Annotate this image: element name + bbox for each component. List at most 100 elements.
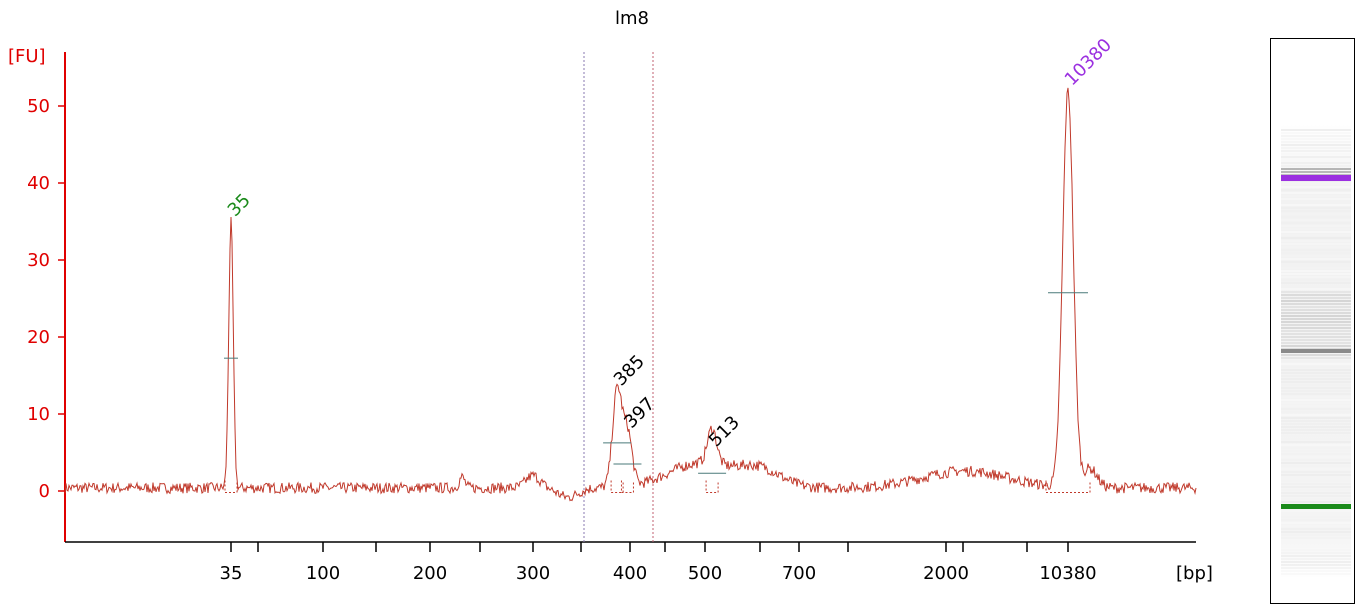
gel-background-band — [1281, 198, 1351, 200]
gel-background-band — [1281, 141, 1351, 143]
peak-integration-window — [610, 480, 624, 494]
y-tick-label: 10 — [27, 404, 50, 425]
gel-background-band — [1281, 567, 1351, 569]
gel-background-band — [1281, 171, 1351, 173]
gel-background-band — [1281, 255, 1351, 257]
gel-background-band — [1281, 315, 1351, 317]
gel-background-band — [1281, 564, 1351, 566]
gel-image — [1270, 38, 1355, 604]
gel-background-band — [1281, 555, 1351, 557]
gel-background-band — [1281, 225, 1351, 227]
x-tick-label: 10380 — [1039, 563, 1096, 584]
electropherogram-chart: lm8 [FU] [bp] 0 10 20 30 40 50 35 100 200 300 400… — [8, 8, 1213, 584]
gel-background-band — [1281, 252, 1351, 254]
gel-background-band — [1281, 210, 1351, 212]
gel-background-band — [1281, 480, 1351, 482]
gel-background-band — [1281, 345, 1351, 347]
gel-background-band — [1281, 360, 1351, 362]
gel-background-band — [1281, 522, 1351, 524]
gel-background-band — [1281, 456, 1351, 458]
peak-label: 397 — [620, 393, 659, 432]
y-axis-label: [FU] — [8, 46, 46, 67]
gel-background-band — [1281, 276, 1351, 278]
gel-background-band — [1281, 387, 1351, 389]
gel-background-band — [1281, 537, 1351, 539]
gel-background-band — [1281, 213, 1351, 215]
gel-background-band — [1281, 381, 1351, 383]
gel-background-band — [1281, 189, 1351, 191]
gel-background-band — [1281, 414, 1351, 416]
gel-background-band — [1281, 447, 1351, 449]
gel-background-band — [1281, 375, 1351, 377]
x-tick-label: 500 — [688, 563, 722, 584]
gel-background-band — [1281, 444, 1351, 446]
gel-background-band — [1281, 246, 1351, 248]
gel-background-band — [1281, 489, 1351, 491]
gel-background-band — [1281, 159, 1351, 161]
gel-sample-band — [1281, 349, 1351, 353]
gel-background-band — [1281, 192, 1351, 194]
gel-background-band — [1281, 342, 1351, 344]
gel-background-band — [1281, 144, 1351, 146]
gel-background-band — [1281, 411, 1351, 413]
gel-background-band — [1281, 147, 1351, 149]
gel-background-band — [1281, 435, 1351, 437]
gel-background-band — [1281, 138, 1351, 140]
peak-integration-window — [705, 480, 719, 494]
gel-background-band — [1281, 525, 1351, 527]
gel-background-band — [1281, 513, 1351, 515]
gel-background-band — [1281, 486, 1351, 488]
gel-background-band — [1281, 438, 1351, 440]
x-tick-label: 700 — [782, 563, 816, 584]
gel-background-band — [1281, 558, 1351, 560]
gel-background-band — [1281, 153, 1351, 155]
gel-background-band — [1281, 183, 1351, 185]
peak-integration-window — [224, 480, 238, 494]
gel-background-band — [1281, 465, 1351, 467]
gel-background-band — [1281, 450, 1351, 452]
gel-background-band — [1281, 321, 1351, 323]
gel-background-band — [1281, 270, 1351, 272]
gel-background-band — [1281, 552, 1351, 554]
gel-background-band — [1281, 150, 1351, 152]
gel-background-band — [1281, 399, 1351, 401]
gel-background-band — [1281, 528, 1351, 530]
gel-background-band — [1281, 204, 1351, 206]
gel-background-band — [1281, 468, 1351, 470]
y-tick-label: 30 — [27, 250, 50, 271]
gel-background-band — [1281, 384, 1351, 386]
gel-background-band — [1281, 462, 1351, 464]
gel-background-band — [1281, 477, 1351, 479]
gel-background-band — [1281, 300, 1351, 302]
gel-background-band — [1281, 219, 1351, 221]
chart-title: lm8 — [615, 8, 649, 29]
gel-background-band — [1281, 333, 1351, 335]
peak-label: 10380 — [1061, 35, 1116, 90]
gel-background-band — [1281, 372, 1351, 374]
gel-background-band — [1281, 165, 1351, 167]
gel-background-band — [1281, 327, 1351, 329]
gel-background-band — [1281, 423, 1351, 425]
gel-background-band — [1281, 441, 1351, 443]
gel-background-band — [1281, 132, 1351, 134]
gel-background-band — [1281, 231, 1351, 233]
x-tick-label: 300 — [516, 563, 550, 584]
gel-background-band — [1281, 396, 1351, 398]
gel-background-band — [1281, 393, 1351, 395]
x-tick-label: 100 — [306, 563, 340, 584]
gel-background-band — [1281, 501, 1351, 503]
gel-background-band — [1281, 264, 1351, 266]
gel-background-band — [1281, 294, 1351, 296]
gel-background-band — [1281, 543, 1351, 545]
gel-background-band — [1281, 282, 1351, 284]
gel-background-band — [1281, 291, 1351, 293]
gel-background-band — [1281, 546, 1351, 548]
gel-background-band — [1281, 285, 1351, 287]
y-tick-label: 50 — [27, 96, 50, 117]
gel-background-band — [1281, 426, 1351, 428]
gel-background-band — [1281, 420, 1351, 422]
gel-background-band — [1281, 312, 1351, 314]
gel-background-band — [1281, 156, 1351, 158]
gel-background-band — [1281, 339, 1351, 341]
gel-background-band — [1281, 243, 1351, 245]
